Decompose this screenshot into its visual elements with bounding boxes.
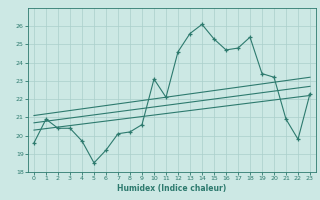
X-axis label: Humidex (Indice chaleur): Humidex (Indice chaleur): [117, 184, 227, 193]
